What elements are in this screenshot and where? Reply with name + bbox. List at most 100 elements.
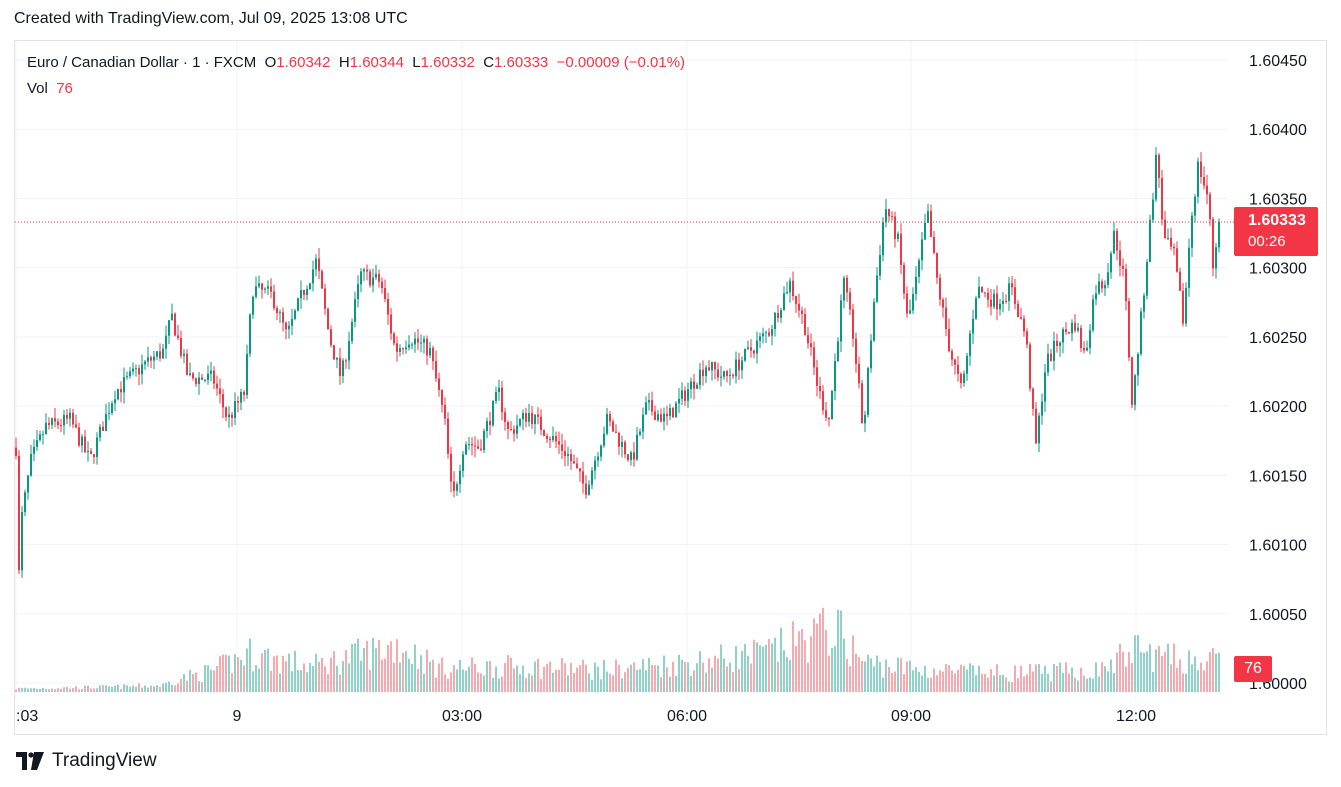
- volume-bar: [324, 666, 326, 692]
- candle-body: [1053, 340, 1055, 361]
- volume-bar: [903, 674, 905, 692]
- candle-body: [255, 286, 257, 297]
- volume-bar: [561, 658, 563, 692]
- candle-body: [516, 425, 518, 434]
- candle-body: [114, 399, 116, 404]
- volume-bar: [969, 663, 971, 692]
- candle-body: [915, 276, 917, 295]
- candle-body: [804, 313, 806, 336]
- candle-body: [1128, 301, 1130, 358]
- candle-body: [441, 389, 443, 405]
- volume-bar: [375, 648, 377, 692]
- volume-bar: [1011, 681, 1013, 692]
- candle-body: [873, 301, 875, 341]
- candle-body: [963, 373, 965, 383]
- footer-logo[interactable]: TradingView: [16, 750, 157, 772]
- candle-body: [1149, 219, 1151, 263]
- candle-body: [162, 348, 164, 359]
- volume-bar: [237, 657, 239, 692]
- candle-body: [759, 336, 761, 341]
- volume-bar: [741, 650, 743, 692]
- volume-bar: [435, 677, 437, 692]
- candle-body: [1074, 322, 1076, 331]
- candle-body: [564, 450, 566, 457]
- candle-body: [1014, 287, 1016, 304]
- candle-body: [1158, 154, 1160, 178]
- candle-body: [918, 260, 920, 277]
- volume-bar: [153, 686, 155, 692]
- volume-bar: [129, 686, 131, 692]
- volume-bar: [801, 628, 803, 692]
- volume-bar: [1215, 653, 1217, 692]
- candle-body: [582, 471, 584, 484]
- volume-bar: [423, 673, 425, 692]
- volume-bar: [981, 673, 983, 692]
- tradingview-logo-icon: [16, 752, 44, 770]
- volume-bar: [399, 662, 401, 692]
- volume-bar: [483, 675, 485, 692]
- volume-bar: [357, 638, 359, 692]
- candle-body: [654, 411, 656, 421]
- candle-body: [438, 378, 440, 390]
- candle-body: [993, 293, 995, 307]
- candle-body: [870, 340, 872, 369]
- candle-body: [1110, 253, 1112, 273]
- chart-frame[interactable]: [14, 40, 1327, 735]
- candle-body: [486, 421, 488, 432]
- symbol-label[interactable]: Euro / Canadian Dollar · 1 · FXCM: [27, 54, 257, 71]
- candle-body: [669, 407, 671, 417]
- candle-body: [123, 377, 125, 393]
- candle-body: [1083, 348, 1085, 351]
- volume-bar: [348, 663, 350, 692]
- volume-bar: [126, 685, 128, 692]
- candle-body: [318, 258, 320, 272]
- volume-bar: [684, 662, 686, 692]
- candle-body: [24, 492, 26, 513]
- volume-bar: [1092, 678, 1094, 692]
- volume-bar: [693, 670, 695, 692]
- volume-bar: [447, 678, 449, 692]
- volume-bar: [819, 613, 821, 692]
- volume-bar: [492, 677, 494, 692]
- candle-body: [1008, 283, 1010, 302]
- candle-body: [1185, 287, 1187, 324]
- volume-bar: [48, 689, 50, 692]
- candle-body: [84, 436, 86, 452]
- volume-bar: [321, 657, 323, 692]
- candle-body: [597, 456, 599, 461]
- volume-bar: [345, 649, 347, 692]
- volume-bar: [1077, 680, 1079, 692]
- volume-bar: [165, 682, 167, 692]
- volume-bar: [108, 686, 110, 692]
- volume-bar: [240, 659, 242, 692]
- candle-body: [393, 333, 395, 344]
- candle-body: [108, 412, 110, 414]
- volume-bar: [27, 688, 29, 692]
- volume-bar: [1182, 673, 1184, 692]
- candle-body: [492, 400, 494, 425]
- candle-body: [570, 453, 572, 462]
- candle-body: [1137, 354, 1139, 376]
- volume-bar: [411, 663, 413, 692]
- volume-legend[interactable]: Vol 76: [27, 80, 73, 97]
- candle-body: [936, 252, 938, 278]
- volume-bar: [42, 687, 44, 692]
- candle-body: [1038, 415, 1040, 444]
- candle-body: [1134, 375, 1136, 405]
- candle-body: [138, 368, 140, 375]
- candle-body: [153, 356, 155, 361]
- volume-bar: [882, 677, 884, 692]
- candle-body: [624, 442, 626, 455]
- candle-body: [423, 338, 425, 343]
- volume-bar: [1089, 677, 1091, 692]
- candle-body: [1113, 230, 1115, 254]
- volume-bar: [666, 667, 668, 692]
- candle-body: [282, 312, 284, 323]
- volume-bar: [309, 663, 311, 692]
- x-tick-label: 03:00: [442, 708, 482, 725]
- volume-bar: [498, 678, 500, 692]
- volume-bar: [495, 666, 497, 692]
- candle-body: [1101, 281, 1103, 289]
- x-axis-labels: :03 9 03:00 06:00 09:00 12:00: [16, 708, 1156, 725]
